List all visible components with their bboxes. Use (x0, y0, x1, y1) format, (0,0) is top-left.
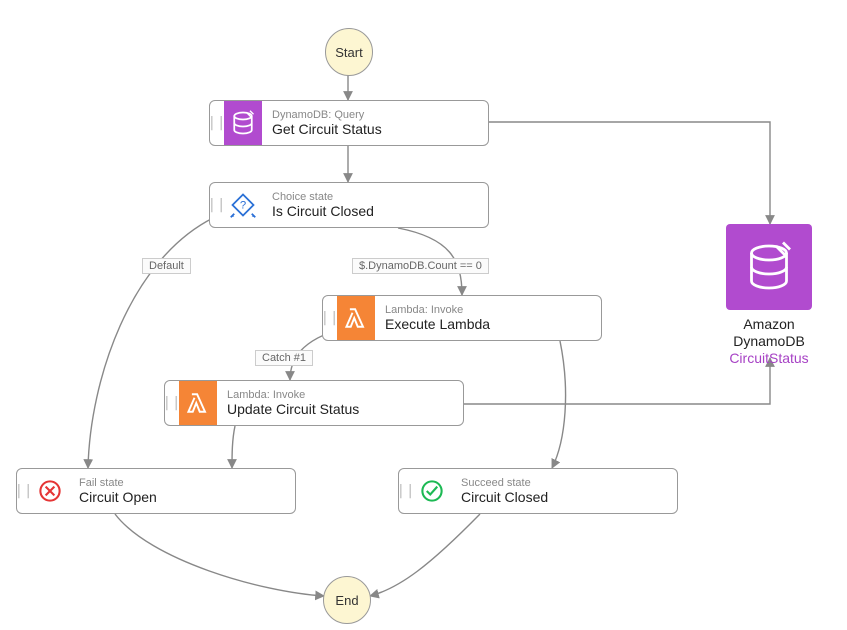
node-subtitle: Lambda: Invoke (227, 389, 359, 402)
node-circuit-open[interactable]: Fail state Circuit Open (16, 468, 296, 514)
lambda-icon (179, 381, 217, 425)
edge-update-dynamo (464, 358, 770, 404)
lambda-icon (337, 296, 375, 340)
edge-label-condition: $.DynamoDB.Count == 0 (352, 258, 489, 274)
node-update-circuit-status[interactable]: Lambda: Invoke Update Circuit Status (164, 380, 464, 426)
fail-icon (31, 469, 69, 513)
node-is-circuit-closed[interactable]: ? Choice state Is Circuit Closed (209, 182, 489, 228)
node-get-circuit-status[interactable]: DynamoDB: Query Get Circuit Status (209, 100, 489, 146)
end-terminal[interactable]: End (323, 576, 371, 624)
edge-choice-default (88, 218, 213, 468)
drag-handle-icon[interactable] (323, 296, 337, 340)
drag-handle-icon[interactable] (165, 381, 179, 425)
edge-get-dynamo (489, 122, 770, 224)
edge-closed-end (370, 514, 480, 596)
edge-label-default: Default (142, 258, 191, 274)
choice-icon: ? (224, 183, 262, 227)
start-terminal[interactable]: Start (325, 28, 373, 76)
node-title: Execute Lambda (385, 316, 490, 332)
service-title: Amazon (726, 316, 812, 333)
node-title: Update Circuit Status (227, 401, 359, 417)
node-subtitle: Choice state (272, 191, 374, 204)
node-subtitle: Succeed state (461, 477, 548, 490)
node-title: Get Circuit Status (272, 121, 382, 137)
service-amazon-dynamodb[interactable]: Amazon DynamoDB CircuitStatus (726, 224, 812, 366)
svg-text:?: ? (240, 200, 246, 212)
end-label: End (335, 593, 358, 608)
drag-handle-icon[interactable] (210, 101, 224, 145)
node-subtitle: Fail state (79, 477, 157, 490)
node-subtitle: Lambda: Invoke (385, 304, 490, 317)
node-subtitle: DynamoDB: Query (272, 109, 382, 122)
node-title: Circuit Closed (461, 489, 548, 505)
node-circuit-closed[interactable]: Succeed state Circuit Closed (398, 468, 678, 514)
node-execute-lambda[interactable]: Lambda: Invoke Execute Lambda (322, 295, 602, 341)
dynamodb-service-icon (726, 224, 812, 310)
edge-exec-closed (552, 341, 566, 468)
service-subtitle: DynamoDB (726, 333, 812, 350)
dynamodb-icon (224, 101, 262, 145)
start-label: Start (335, 45, 362, 60)
edge-open-end (115, 514, 324, 596)
node-title: Is Circuit Closed (272, 203, 374, 219)
succeed-icon (413, 469, 451, 513)
edge-label-catch: Catch #1 (255, 350, 313, 366)
drag-handle-icon[interactable] (17, 469, 31, 513)
drag-handle-icon[interactable] (399, 469, 413, 513)
edge-update-open (232, 426, 235, 468)
drag-handle-icon[interactable] (210, 183, 224, 227)
service-resource: CircuitStatus (726, 350, 812, 367)
node-title: Circuit Open (79, 489, 157, 505)
